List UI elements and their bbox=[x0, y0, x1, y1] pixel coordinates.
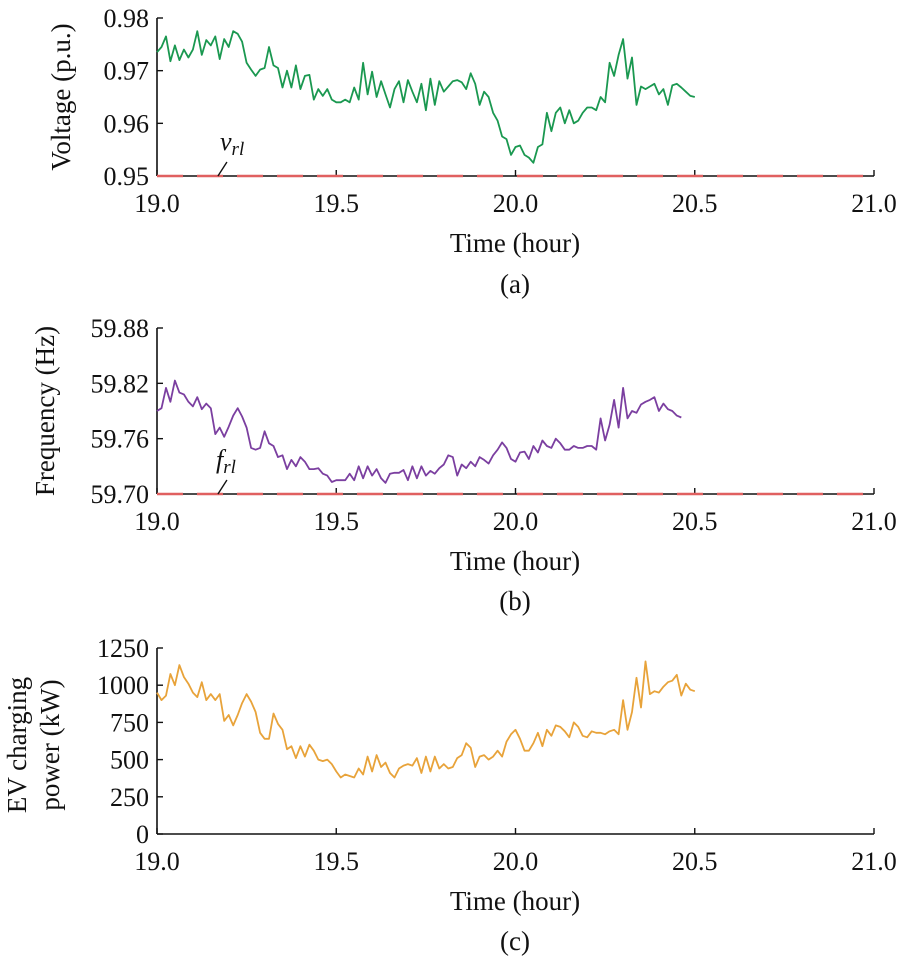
voltage-x-tick-label: 19.5 bbox=[314, 189, 360, 218]
ev-power-y-tick-label: 250 bbox=[110, 783, 149, 812]
voltage-x-tick-label: 20.5 bbox=[672, 189, 718, 218]
ev-power-series-line bbox=[156, 660, 696, 779]
ev-power-y-tick-label: 1250 bbox=[97, 634, 149, 663]
frequency-panel: Frequency (Hz) Time (hour) (b) frl 19.0 1… bbox=[30, 314, 897, 616]
voltage-panel: Voltage (p.u.) Time (hour) (a) vrl 19.0 1… bbox=[46, 4, 897, 299]
panel-label-a: (a) bbox=[500, 269, 530, 299]
ev-power-ylabel-line1: EV charging bbox=[2, 677, 32, 813]
panel-label-b: (b) bbox=[499, 586, 530, 616]
frequency-y-tick-label: 59.76 bbox=[91, 425, 150, 454]
voltage-x-tick-label: 20.0 bbox=[493, 189, 539, 218]
ev-power-ylabel: EV charging power (kW) bbox=[2, 677, 65, 813]
voltage-reference-symbol: v bbox=[220, 127, 232, 156]
voltage-y-tick-label: 0.95 bbox=[104, 162, 150, 191]
frequency-reference-subscript: rl bbox=[223, 457, 236, 478]
frequency-ylabel: Frequency (Hz) bbox=[30, 326, 60, 496]
frequency-series-line bbox=[156, 379, 682, 484]
frequency-y-tick-label: 59.82 bbox=[91, 369, 150, 398]
voltage-ylabel: Voltage (p.u.) bbox=[46, 23, 76, 170]
voltage-reference-annotation: vrl bbox=[220, 127, 244, 160]
voltage-reference-subscript: rl bbox=[232, 139, 245, 160]
frequency-xlabel: Time (hour) bbox=[450, 546, 580, 576]
frequency-x-tick-label: 21.0 bbox=[851, 507, 897, 536]
frequency-x-tick-label: 20.5 bbox=[672, 507, 718, 536]
voltage-annotation-leader bbox=[217, 161, 228, 177]
ev-power-y-tick-label: 500 bbox=[110, 746, 149, 775]
panel-label-c: (c) bbox=[500, 926, 530, 956]
ev-power-panel: EV charging power (kW) Time (hour) (c) 19… bbox=[2, 634, 897, 956]
frequency-x-tick-label: 20.0 bbox=[493, 507, 539, 536]
voltage-xlabel: Time (hour) bbox=[450, 228, 580, 258]
frequency-y-tick-label: 59.70 bbox=[91, 480, 150, 509]
ev-power-x-tick-label: 20.5 bbox=[672, 847, 718, 876]
frequency-reference-annotation: frl bbox=[216, 445, 236, 478]
ev-power-x-tick-label: 19.5 bbox=[314, 847, 360, 876]
frequency-x-tick-label: 19.5 bbox=[314, 507, 360, 536]
ev-power-x-tick-label: 20.0 bbox=[493, 847, 539, 876]
ev-power-y-tick-label: 1000 bbox=[97, 671, 149, 700]
voltage-y-tick-label: 0.96 bbox=[104, 109, 150, 138]
ev-power-x-tick-label: 21.0 bbox=[851, 847, 897, 876]
voltage-x-tick-label: 19.0 bbox=[134, 189, 180, 218]
frequency-y-tick-label: 59.88 bbox=[91, 314, 150, 343]
voltage-y-tick-label: 0.98 bbox=[104, 4, 150, 33]
voltage-x-tick-label: 21.0 bbox=[851, 189, 897, 218]
frequency-x-tick-label: 19.0 bbox=[134, 507, 180, 536]
frequency-reference-symbol: f bbox=[216, 445, 227, 474]
voltage-y-tick-label: 0.97 bbox=[104, 57, 150, 86]
voltage-series-line bbox=[156, 30, 696, 164]
ev-power-y-tick-label: 750 bbox=[110, 708, 149, 737]
ev-power-ylabel-line2: power (kW) bbox=[35, 679, 65, 810]
ev-power-x-tick-label: 19.0 bbox=[134, 847, 180, 876]
ev-power-xlabel: Time (hour) bbox=[450, 886, 580, 916]
frequency-annotation-leader bbox=[217, 479, 228, 495]
ev-power-y-tick-label: 0 bbox=[136, 820, 149, 849]
